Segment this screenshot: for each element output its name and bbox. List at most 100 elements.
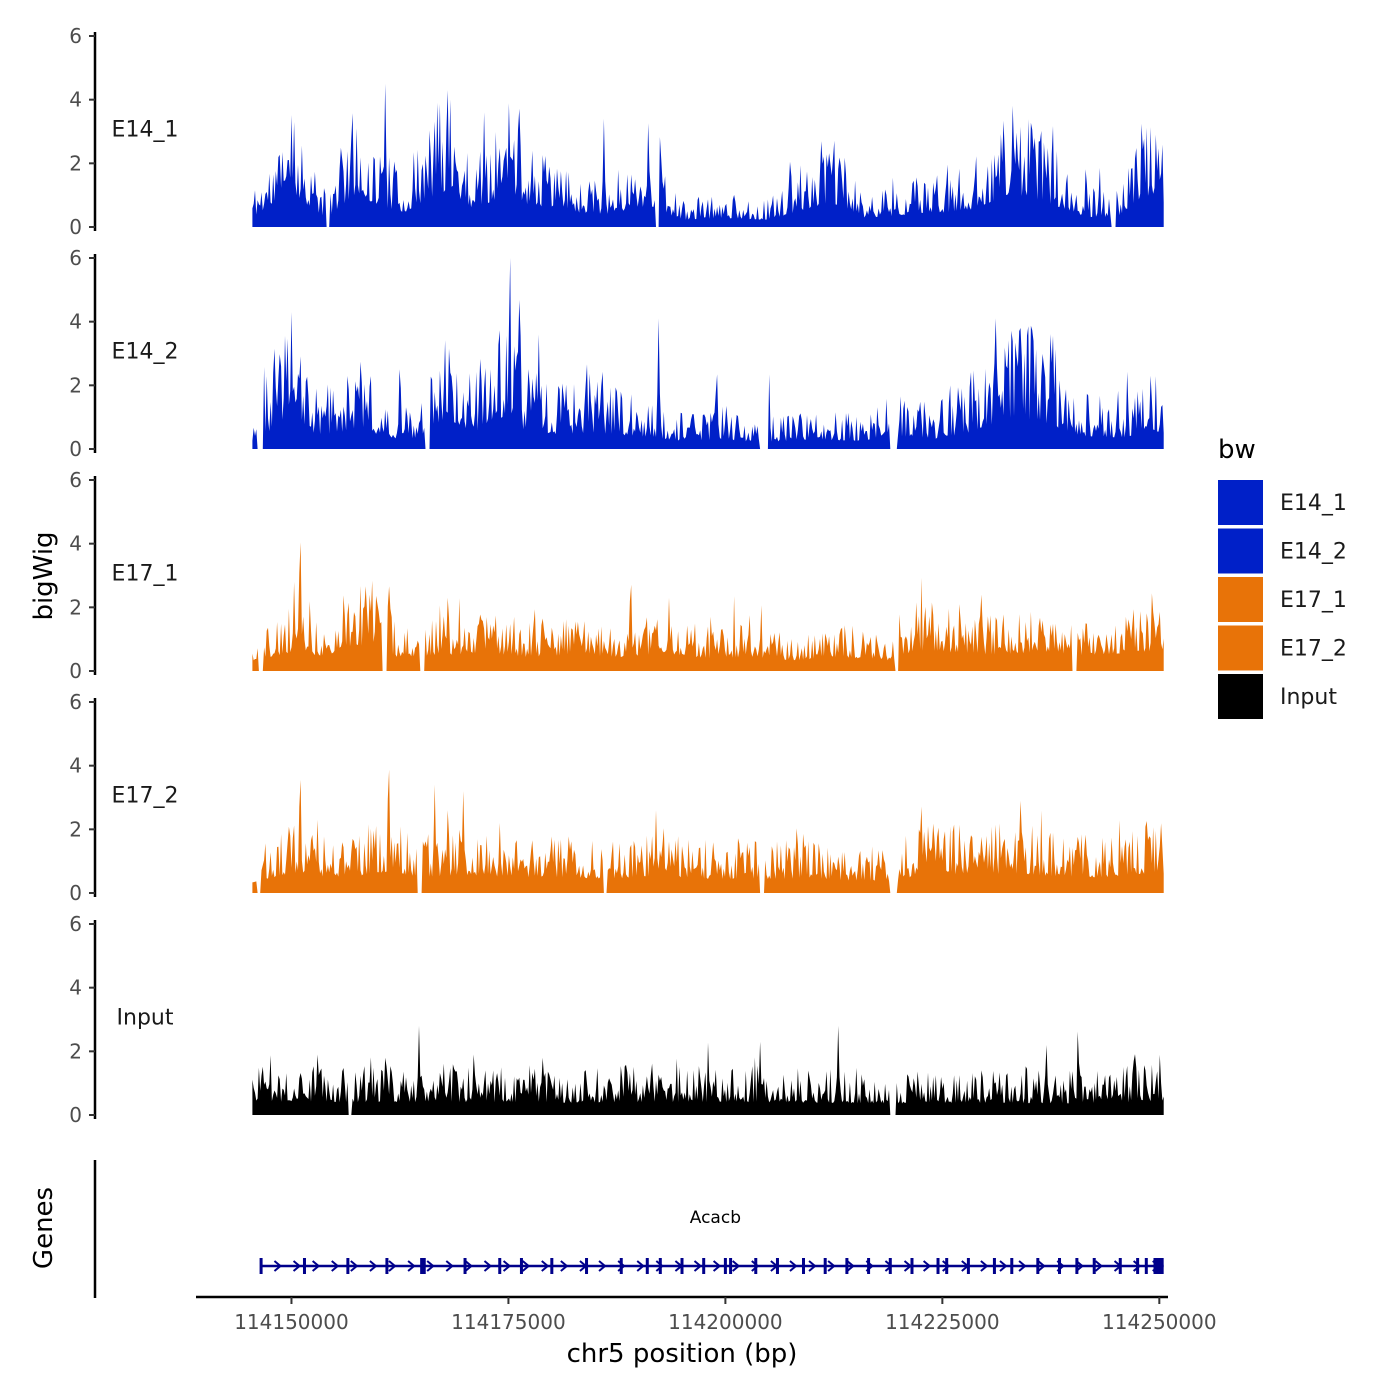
strand-arrow [808, 1260, 817, 1272]
gene-label-acacb: Acacb [690, 1208, 741, 1228]
exon [259, 1258, 263, 1274]
strand-arrow [655, 1260, 664, 1272]
y-tick-label: 6 [69, 24, 82, 48]
strand-arrow [464, 1260, 473, 1272]
exon [936, 1258, 940, 1274]
legend-swatch-e14-1 [1218, 480, 1263, 525]
track-e17-2: 0 2 4 6 E17_2 [69, 690, 1164, 905]
legend-label-e17-1: E17_1 [1280, 588, 1347, 613]
exon [420, 1258, 424, 1274]
legend-label-e14-2: E14_2 [1280, 540, 1347, 565]
x-tick-label: 114225000 [885, 1310, 1000, 1334]
gene-track: Acacb [93, 1160, 1164, 1298]
exon [1036, 1258, 1040, 1274]
strand-arrow [598, 1260, 607, 1272]
strand-arrow [732, 1260, 741, 1272]
y-tick-label: 0 [69, 1103, 82, 1127]
y-tick-label: 4 [69, 532, 82, 556]
exon [945, 1258, 949, 1274]
exon [385, 1258, 389, 1274]
exon [680, 1258, 684, 1274]
exon [498, 1258, 502, 1274]
exon [1058, 1258, 1062, 1274]
y-tick-label: 0 [69, 881, 82, 905]
strand-arrow [541, 1260, 550, 1272]
genes-axis-title: Genes [29, 1187, 59, 1269]
legend-label-e17-2: E17_2 [1280, 637, 1347, 662]
strand-arrow [712, 1260, 722, 1272]
legend-title: bw [1218, 435, 1256, 465]
y-tick-label: 2 [69, 817, 82, 841]
coverage-area-e14-2 [252, 258, 1164, 449]
track-e17-1: 0 2 4 6 E17_1 [69, 468, 1164, 683]
exon [585, 1258, 589, 1274]
exon [1010, 1258, 1014, 1274]
exon [619, 1258, 623, 1274]
legend-swatch-e14-2 [1218, 528, 1263, 574]
strand-arrow [636, 1260, 645, 1272]
x-tick-label: 114150000 [234, 1310, 349, 1334]
coverage-area-e17-2 [252, 769, 1164, 893]
y-tick-label: 4 [69, 88, 82, 112]
y-tick-label: 2 [69, 1039, 82, 1063]
strand-arrow [1094, 1260, 1104, 1272]
y-tick-label: 6 [69, 246, 82, 270]
y-tick-label: 0 [69, 215, 82, 239]
legend: bw E14_1 E14_2 E17_1 E17_2 Input [1218, 435, 1347, 719]
strand-arrow [789, 1260, 798, 1272]
strand-arrow [693, 1260, 703, 1272]
y-tick-label: 4 [69, 754, 82, 778]
strand-arrow [311, 1260, 321, 1272]
exon [302, 1258, 306, 1274]
strand-arrow [980, 1260, 989, 1272]
exon [550, 1258, 554, 1274]
strand-arrow [1018, 1260, 1027, 1272]
legend-swatch-e17-2 [1218, 625, 1263, 671]
strand-arrow [846, 1260, 855, 1272]
track-input: 0 2 4 6 Input [69, 912, 1164, 1127]
strand-arrow [751, 1260, 760, 1272]
y-tick-label: 6 [69, 690, 82, 714]
exon [823, 1258, 827, 1274]
x-tick-label: 114200000 [668, 1310, 783, 1334]
track-e14-2: 0 2 4 6 E14_2 [69, 246, 1164, 461]
y-tick-label: 4 [69, 976, 82, 1000]
y-tick-label: 4 [69, 310, 82, 334]
exon [888, 1258, 892, 1274]
y-tick-label: 2 [69, 595, 82, 619]
track-label-e17-2: E17_2 [112, 784, 179, 809]
strand-arrow [1037, 1260, 1046, 1272]
exon [1118, 1258, 1122, 1274]
strand-arrow [999, 1260, 1008, 1272]
strand-arrow [426, 1260, 435, 1272]
y-tick-label: 2 [69, 151, 82, 175]
strand-arrow [273, 1260, 283, 1272]
legend-swatch-input [1218, 674, 1263, 719]
strand-arrow [560, 1260, 569, 1272]
exon [723, 1258, 727, 1274]
exon [992, 1258, 996, 1274]
exon [346, 1258, 350, 1274]
x-tick-label: 114250000 [1102, 1310, 1217, 1334]
exon [1144, 1258, 1148, 1274]
y-axis-title: bigWig [29, 531, 59, 620]
exon [645, 1258, 649, 1274]
strand-arrow [350, 1260, 359, 1272]
y-tick-label: 6 [69, 468, 82, 492]
strand-arrow [292, 1260, 302, 1272]
exon [1075, 1258, 1079, 1274]
track-label-e14-1: E14_1 [112, 118, 179, 143]
coverage-tracks: 0 2 4 6 E14_1 0 2 4 6 E14_2 0 2 4 6 E17_1 0 2 4 6 E17_2 0 2 4 6… [69, 24, 1164, 1127]
exon [845, 1258, 849, 1274]
strand-arrow [827, 1260, 836, 1272]
strand-arrow [388, 1260, 397, 1272]
exon [1136, 1258, 1140, 1274]
coverage-area-input [252, 1025, 1164, 1115]
strand-arrow [942, 1260, 951, 1272]
legend-label-input: Input [1280, 685, 1337, 710]
track-label-e14-2: E14_2 [112, 340, 179, 365]
exon [658, 1258, 662, 1274]
x-axis-title: chr5 position (bp) [567, 1339, 798, 1369]
strand-arrow [522, 1260, 531, 1272]
